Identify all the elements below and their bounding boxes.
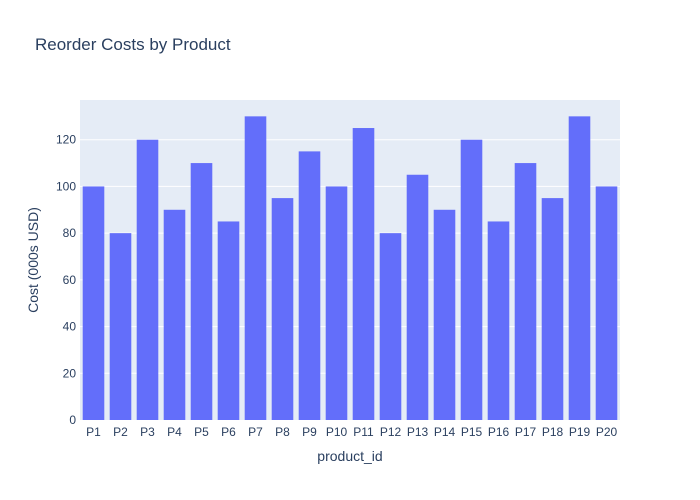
- x-tick-label: P16: [488, 425, 510, 439]
- x-tick-label: P7: [248, 425, 263, 439]
- bar-p3: [136, 139, 159, 421]
- bar-p2: [109, 233, 132, 420]
- x-tick-label: P3: [140, 425, 155, 439]
- bar-p15: [460, 139, 483, 421]
- y-tick-label: 0: [69, 413, 76, 427]
- y-tick-label: 120: [56, 133, 76, 147]
- x-tick-label: P14: [434, 425, 456, 439]
- x-tick-label: P6: [221, 425, 236, 439]
- bar-p5: [190, 163, 213, 421]
- x-tick-label: P1: [86, 425, 101, 439]
- bar-p1: [82, 186, 105, 420]
- x-axis-label: product_id: [317, 448, 382, 464]
- x-tick-label: P12: [380, 425, 402, 439]
- bar-p8: [271, 198, 294, 420]
- y-tick-label: 60: [63, 273, 77, 287]
- bar-p10: [325, 186, 348, 420]
- y-tick-label: 40: [63, 320, 77, 334]
- bar-p16: [487, 221, 510, 420]
- bar-p9: [298, 151, 321, 421]
- x-tick-label: P4: [167, 425, 182, 439]
- bar-p7: [244, 116, 267, 420]
- x-tick-label: P20: [596, 425, 618, 439]
- x-axis-ticks: P1 P2 P3 P4 P5 P6 P7 P8 P9 P10 P11 P12 P13 P14 P15 P16 P…: [86, 425, 617, 439]
- bar-p4: [163, 209, 186, 420]
- bar-p14: [433, 209, 456, 420]
- x-tick-label: P10: [326, 425, 348, 439]
- x-tick-label: P8: [275, 425, 290, 439]
- x-tick-label: P19: [569, 425, 591, 439]
- x-tick-label: P18: [542, 425, 564, 439]
- y-tick-label: 80: [63, 226, 77, 240]
- x-tick-label: P2: [113, 425, 128, 439]
- y-tick-label: 100: [56, 179, 76, 193]
- y-tick-label: 20: [63, 366, 77, 380]
- x-tick-label: P15: [461, 425, 483, 439]
- chart-title: Reorder Costs by Product: [35, 35, 231, 54]
- bar-p13: [406, 174, 429, 420]
- x-tick-label: P11: [353, 425, 374, 439]
- bar-p11: [352, 128, 375, 421]
- y-axis-ticks: 0 20 40 60 80 100 120: [56, 133, 76, 427]
- bar-p12: [379, 233, 402, 420]
- y-axis-label: Cost (000s USD): [25, 207, 41, 313]
- plot-area: [80, 100, 620, 420]
- bar-p17: [514, 163, 537, 421]
- x-tick-label: P17: [515, 425, 537, 439]
- bar-p6: [217, 221, 240, 420]
- x-tick-label: P13: [407, 425, 429, 439]
- x-tick-label: P5: [194, 425, 209, 439]
- bars: [82, 116, 618, 421]
- bar-p18: [541, 198, 564, 420]
- x-tick-label: P9: [302, 425, 317, 439]
- bar-p19: [568, 116, 591, 420]
- bar-p20: [595, 186, 618, 420]
